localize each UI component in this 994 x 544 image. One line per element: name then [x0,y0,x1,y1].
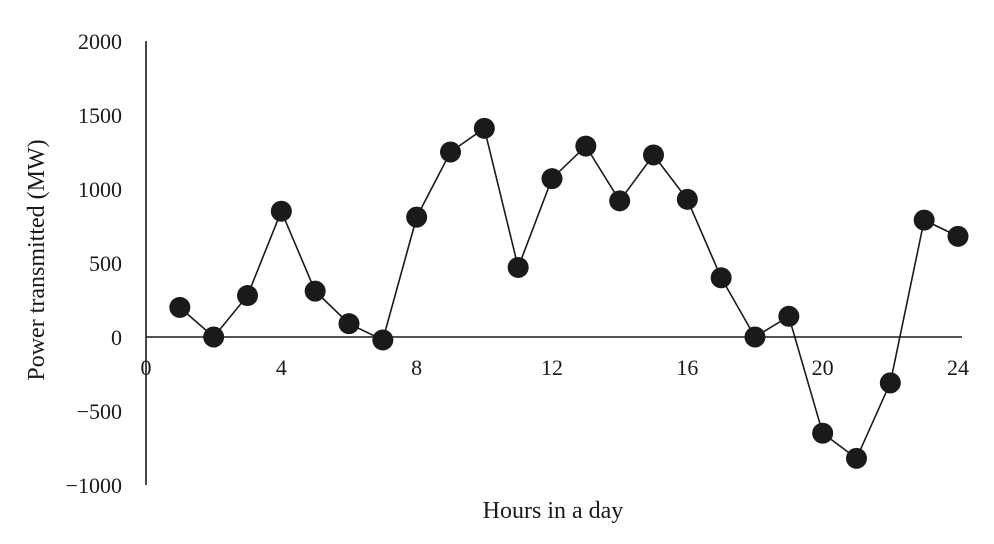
data-point [575,135,597,157]
x-axis: 0 4 8 12 16 20 24 [141,336,969,380]
data-point [879,372,901,394]
data-point [372,329,394,351]
y-tick-label: −1000 [66,473,122,498]
data-point [406,206,428,228]
series-line [179,126,959,460]
x-tick-label: 4 [276,355,287,380]
x-tick-label: 24 [947,355,969,380]
y-tick-label: 2000 [78,29,122,54]
data-point [304,280,326,302]
data-point [744,326,766,348]
y-tick-label: 0 [111,325,122,350]
y-tick-label: 500 [89,251,122,276]
data-point [609,190,631,212]
data-point [676,188,698,210]
data-point [237,285,258,307]
x-tick-label: 12 [541,355,563,380]
data-point [203,326,225,348]
data-point [812,422,834,444]
data-point [778,305,800,327]
x-tick-label: 0 [141,355,152,380]
data-point [270,200,292,222]
y-axis: −1000 −500 0 500 1000 1500 2000 [66,29,147,498]
y-tick-label: 1500 [78,103,122,128]
data-point [947,225,969,247]
data-point [338,313,360,335]
data-point [913,209,935,231]
y-axis-title: Power transmitted (MW) [24,139,50,380]
data-point [541,168,563,190]
y-tick-label: 1000 [78,177,122,202]
data-point [710,267,732,289]
data-point [846,447,867,469]
data-point [643,144,664,166]
series-power [169,117,969,469]
data-point [169,296,191,318]
data-point [440,141,461,163]
data-point [473,117,495,139]
x-axis-title: Hours in a day [483,498,624,524]
y-tick-label: −500 [77,399,122,424]
x-tick-label: 8 [411,355,422,380]
x-tick-label: 20 [812,355,834,380]
data-point [507,256,529,278]
x-tick-label: 16 [676,355,698,380]
